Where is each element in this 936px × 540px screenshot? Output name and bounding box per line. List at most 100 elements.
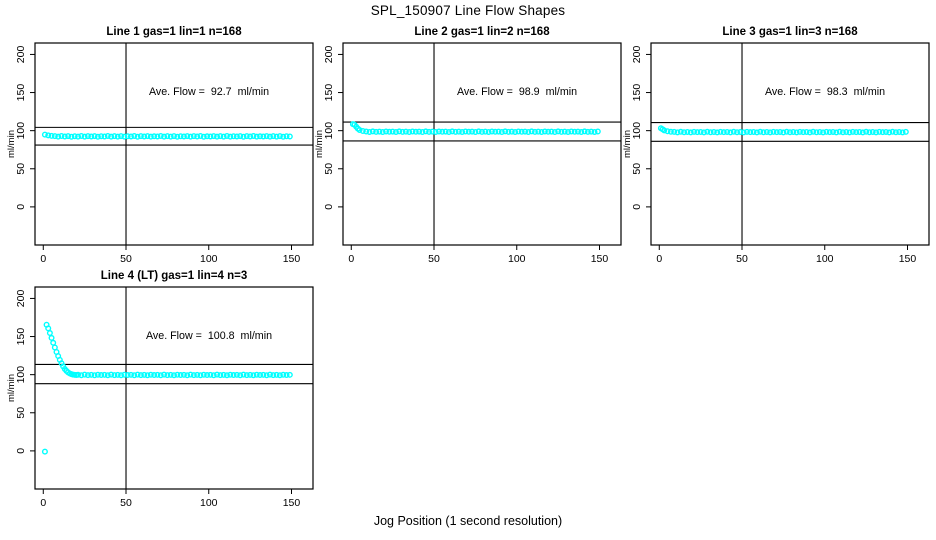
data-point	[174, 371, 181, 378]
data-point	[214, 133, 221, 140]
data-point	[369, 128, 376, 135]
data-point	[94, 133, 101, 140]
data-point	[568, 128, 575, 135]
x-tick-label: 150	[283, 497, 301, 509]
data-point	[144, 133, 151, 140]
data-point	[243, 372, 250, 379]
data-point	[429, 128, 436, 135]
data-point	[127, 371, 134, 378]
data-point	[588, 128, 595, 135]
data-point	[114, 371, 121, 378]
data-point	[770, 128, 777, 135]
data-point	[170, 133, 177, 140]
data-point	[710, 129, 717, 136]
y-tick-label: 150	[15, 328, 27, 346]
data-point	[266, 133, 273, 140]
data-point	[873, 129, 880, 136]
data-point	[462, 128, 469, 135]
data-point	[177, 133, 184, 140]
data-point	[899, 129, 906, 136]
y-tick-label: 200	[15, 46, 27, 64]
data-point	[548, 128, 555, 135]
data-point	[839, 129, 846, 136]
panel-title: Line 1 gas=1 lin=1 n=168	[106, 26, 242, 38]
data-point	[111, 133, 118, 140]
data-point	[376, 128, 383, 135]
data-point	[273, 371, 280, 378]
data-point	[48, 132, 55, 139]
data-point	[131, 372, 138, 379]
data-point	[98, 133, 105, 140]
data-point	[190, 372, 197, 379]
plot-area-line-3: 0 50 100 150 0 50 100 150 200	[631, 42, 930, 265]
data-point	[164, 133, 171, 140]
panel-line-4: 0 50 100 150 0 50 100 150 200 Line 4 (LT) gas=1 …	[0, 244, 320, 516]
data-point	[167, 371, 174, 378]
data-point	[727, 129, 734, 136]
data-point	[889, 128, 896, 135]
data-point	[75, 371, 82, 378]
data-point	[167, 133, 174, 140]
data-point	[422, 128, 429, 135]
data-point	[147, 133, 154, 140]
data-point	[720, 129, 727, 136]
data-point	[522, 128, 529, 135]
data-point	[78, 372, 85, 379]
data-point	[747, 129, 754, 136]
data-point	[58, 132, 65, 139]
data-point	[780, 129, 787, 136]
x-tick-label: 100	[816, 253, 834, 265]
data-point	[200, 371, 207, 378]
data-point	[157, 372, 164, 379]
x-tick-label: 150	[283, 253, 301, 265]
data-point	[508, 128, 515, 135]
data-point	[91, 372, 98, 379]
data-point	[170, 372, 177, 379]
data-point	[843, 129, 850, 136]
data-point	[439, 128, 446, 135]
data-point	[84, 372, 91, 379]
data-point	[253, 371, 260, 378]
data-point	[257, 372, 264, 379]
data-point	[409, 128, 416, 135]
data-point	[691, 128, 698, 135]
data-point	[452, 128, 459, 135]
data-point	[661, 127, 668, 134]
data-point	[180, 371, 187, 378]
data-point	[263, 372, 270, 379]
data-point	[488, 128, 495, 135]
data-point	[263, 133, 270, 140]
data-point	[535, 128, 542, 135]
data-point	[101, 133, 108, 140]
data-point	[356, 127, 363, 134]
data-point	[114, 133, 121, 140]
data-point	[492, 128, 499, 135]
data-point	[210, 372, 217, 379]
data-point	[283, 133, 290, 140]
data-point	[276, 133, 283, 140]
data-point	[154, 133, 161, 140]
data-point	[561, 128, 568, 135]
data-point	[555, 128, 562, 135]
data-point	[671, 128, 678, 135]
data-point	[498, 129, 505, 136]
data-point	[141, 371, 148, 378]
data-point	[260, 371, 267, 378]
data-point	[127, 133, 134, 140]
plot-area-line-2: 0 50 100 150 0 50 100 150 200	[323, 42, 622, 265]
data-point	[459, 128, 466, 135]
data-point	[124, 133, 131, 140]
data-point	[753, 129, 760, 136]
data-point	[730, 128, 737, 135]
data-point	[495, 128, 502, 135]
data-point	[270, 372, 277, 379]
data-point	[386, 128, 393, 135]
data-point	[551, 129, 558, 136]
data-point	[687, 129, 694, 136]
data-point	[465, 128, 472, 135]
x-tick-label: 50	[736, 253, 748, 265]
data-point	[51, 133, 58, 140]
data-point	[902, 128, 909, 135]
data-point	[820, 129, 827, 136]
data-point	[810, 128, 817, 135]
